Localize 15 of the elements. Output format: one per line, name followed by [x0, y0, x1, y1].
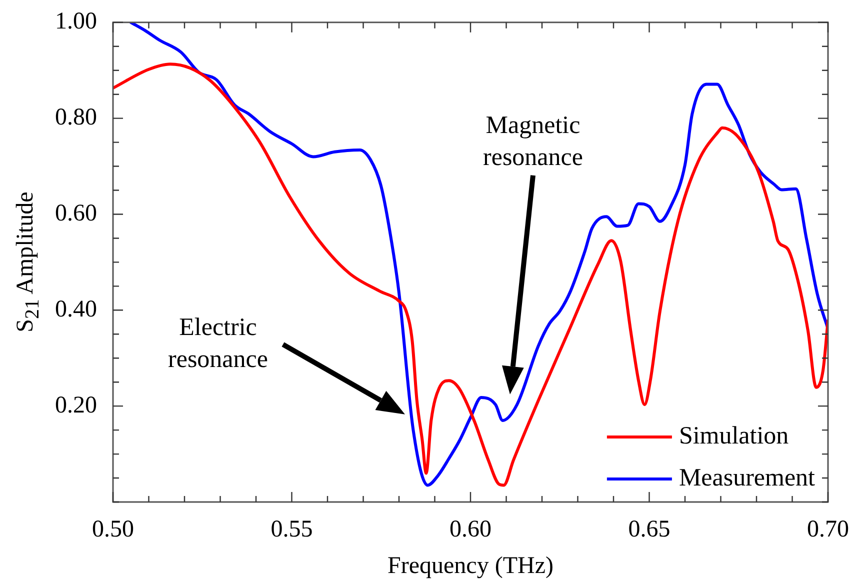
y-tick-label: 0.60: [55, 200, 97, 227]
y-tick-label: 0.40: [55, 296, 97, 322]
x-tick-label: 0.70: [807, 516, 849, 543]
y-tick-label: 1.00: [55, 8, 97, 35]
y-tick-label: 0.20: [55, 392, 97, 418]
annotation: Magnetic resonance: [483, 112, 583, 171]
x-tick-label: 0.60: [450, 516, 492, 543]
x-tick-label: 0.65: [628, 516, 670, 543]
y-tick-label: 0.80: [55, 104, 97, 131]
annotation: Electric resonance: [168, 314, 268, 373]
x-tick-label: 0.55: [270, 516, 313, 543]
legend-label: Simulation: [678, 422, 790, 450]
x-axis-title: Frequency (THz): [388, 552, 554, 579]
x-tick-label: 0.50: [92, 516, 134, 543]
legend-label: Measurement: [678, 464, 816, 492]
